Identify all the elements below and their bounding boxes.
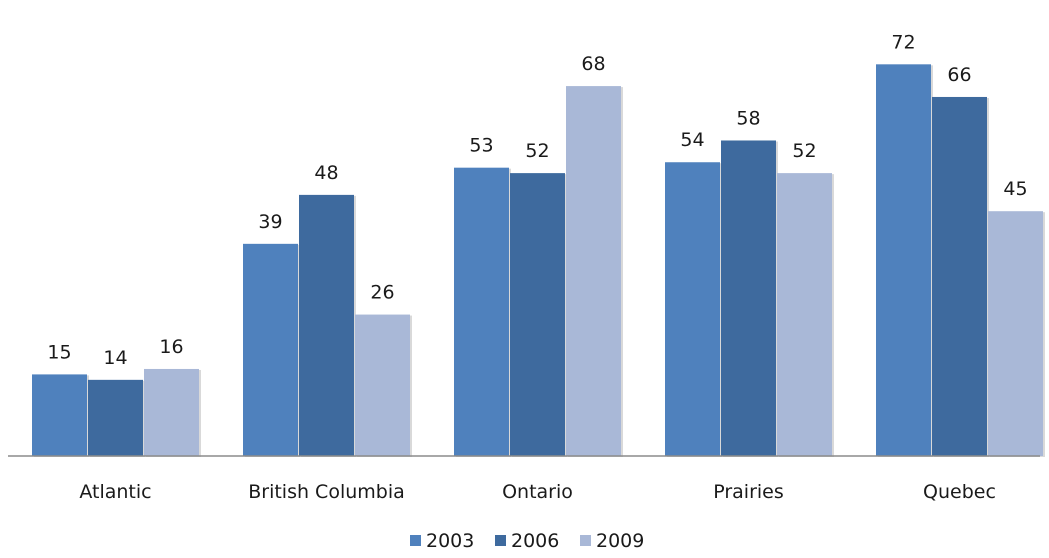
x-tick-label: Quebec — [923, 481, 996, 503]
legend-swatch — [495, 535, 506, 546]
bar — [510, 173, 565, 456]
bar — [876, 64, 931, 456]
data-label: 52 — [792, 140, 816, 162]
bar — [144, 368, 199, 456]
data-label: 16 — [159, 336, 183, 358]
bar — [243, 243, 298, 456]
bars-layer: 15 14 16 39 48 26 53 52 68 54 58 52 72 66 45 — [32, 31, 1045, 458]
legend: 2003 2006 2009 — [410, 530, 644, 552]
bar — [299, 194, 354, 456]
legend-label: 2006 — [511, 530, 559, 552]
bar — [454, 167, 509, 456]
legend-label: 2003 — [426, 530, 474, 552]
bar — [777, 173, 832, 456]
data-label: 53 — [469, 135, 493, 157]
bar — [665, 162, 720, 457]
data-label: 68 — [581, 53, 605, 75]
data-label: 15 — [47, 341, 71, 363]
data-label: 14 — [103, 347, 127, 369]
category-labels: Atlantic British Columbia Ontario Prairies Q… — [79, 481, 996, 503]
data-label: 26 — [370, 282, 394, 304]
data-label: 45 — [1003, 178, 1027, 200]
data-label: 54 — [680, 129, 704, 151]
bar — [988, 211, 1043, 456]
data-label: 58 — [736, 107, 760, 129]
legend-swatch — [410, 535, 421, 546]
bar — [32, 374, 87, 456]
data-label: 66 — [947, 64, 971, 86]
legend-label: 2009 — [596, 530, 644, 552]
data-label: 48 — [314, 162, 338, 184]
x-tick-label: Atlantic — [79, 481, 151, 503]
x-tick-label: Prairies — [713, 481, 784, 503]
bar — [88, 379, 143, 456]
bar — [721, 140, 776, 457]
bar — [355, 314, 410, 456]
x-tick-label: British Columbia — [248, 481, 405, 503]
x-tick-label: Ontario — [502, 481, 573, 503]
legend-swatch — [580, 535, 591, 546]
bar — [566, 86, 621, 456]
data-label: 72 — [891, 31, 915, 53]
bar — [932, 96, 987, 457]
data-label: 52 — [525, 140, 549, 162]
data-label: 39 — [258, 211, 282, 233]
